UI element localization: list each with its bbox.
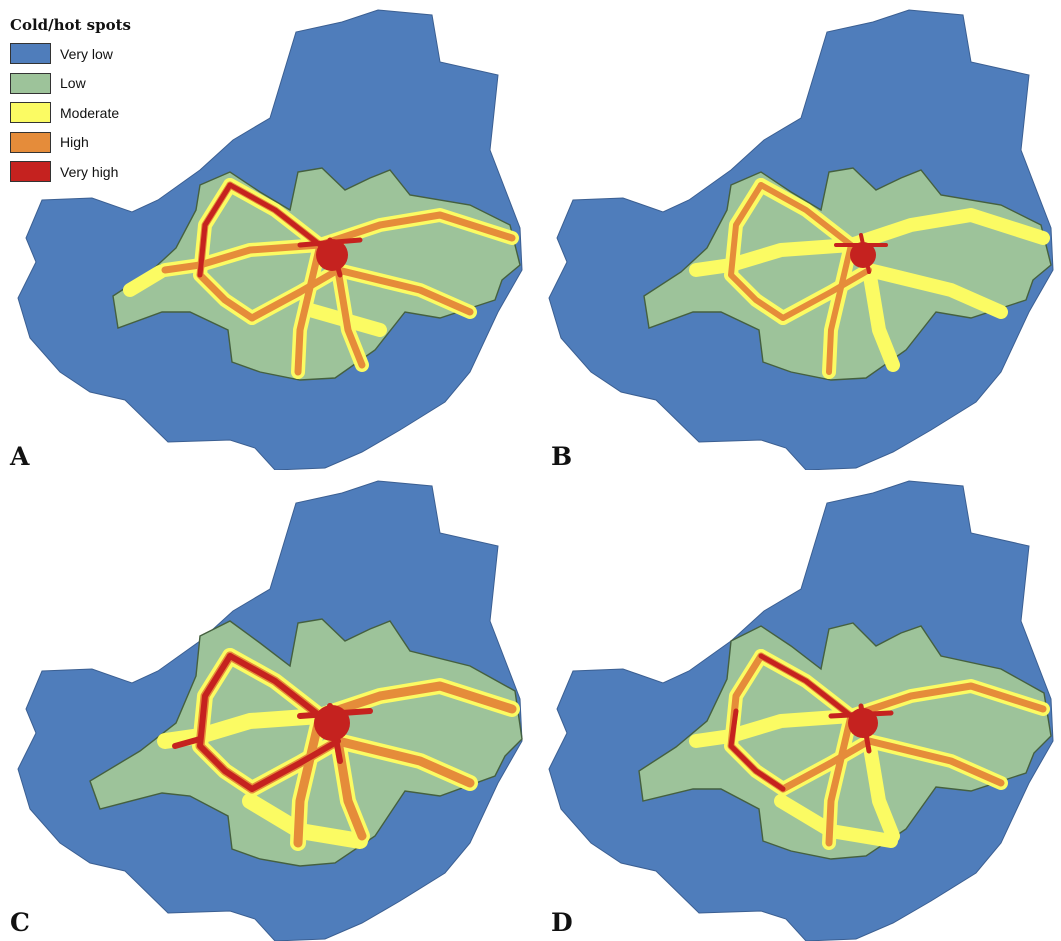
map-panel-a	[0, 0, 530, 470]
map-panel-c	[0, 471, 530, 941]
map-a-corridors	[123, 178, 519, 379]
map-d-hotspot-core	[848, 708, 878, 738]
map-d-svg	[548, 480, 1054, 941]
map-b-svg	[548, 9, 1054, 470]
legend-item-very-high: Very high	[10, 157, 131, 187]
legend-label-moderate: Moderate	[60, 104, 120, 121]
map-c-svg	[17, 480, 523, 941]
legend-item-moderate: Moderate	[10, 98, 131, 128]
panel-label-a: A	[10, 442, 30, 471]
map-c-hotspot-core	[314, 705, 350, 741]
legend-item-high: High	[10, 128, 131, 158]
legend-label-low: Low	[60, 75, 86, 92]
panel-label-c: C	[10, 908, 30, 937]
legend-swatch-low	[10, 72, 51, 94]
map-a-svg	[17, 9, 523, 470]
map-panel-b	[531, 0, 1061, 470]
legend-label-high: High	[60, 134, 89, 151]
legend-label-very-low: Very low	[60, 45, 113, 62]
map-legend: Cold/hot spots Very low Low Moderate Hig…	[10, 16, 131, 187]
legend-item-very-low: Very low	[10, 39, 131, 69]
map-panel-d	[531, 471, 1061, 941]
legend-swatch-high	[10, 131, 51, 153]
panel-label-d: D	[551, 908, 573, 937]
legend-swatch-very-high	[10, 161, 51, 183]
map-b-corridors	[689, 178, 1050, 379]
legend-title: Cold/hot spots	[10, 16, 131, 34]
legend-label-very-high: Very high	[60, 163, 119, 180]
legend-item-low: Low	[10, 69, 131, 99]
panel-label-b: B	[551, 442, 573, 471]
map-a-hotspot-core	[316, 239, 348, 271]
legend-swatch-very-low	[10, 43, 51, 65]
legend-swatch-moderate	[10, 102, 51, 124]
map-b-hotspot-core	[850, 242, 876, 268]
